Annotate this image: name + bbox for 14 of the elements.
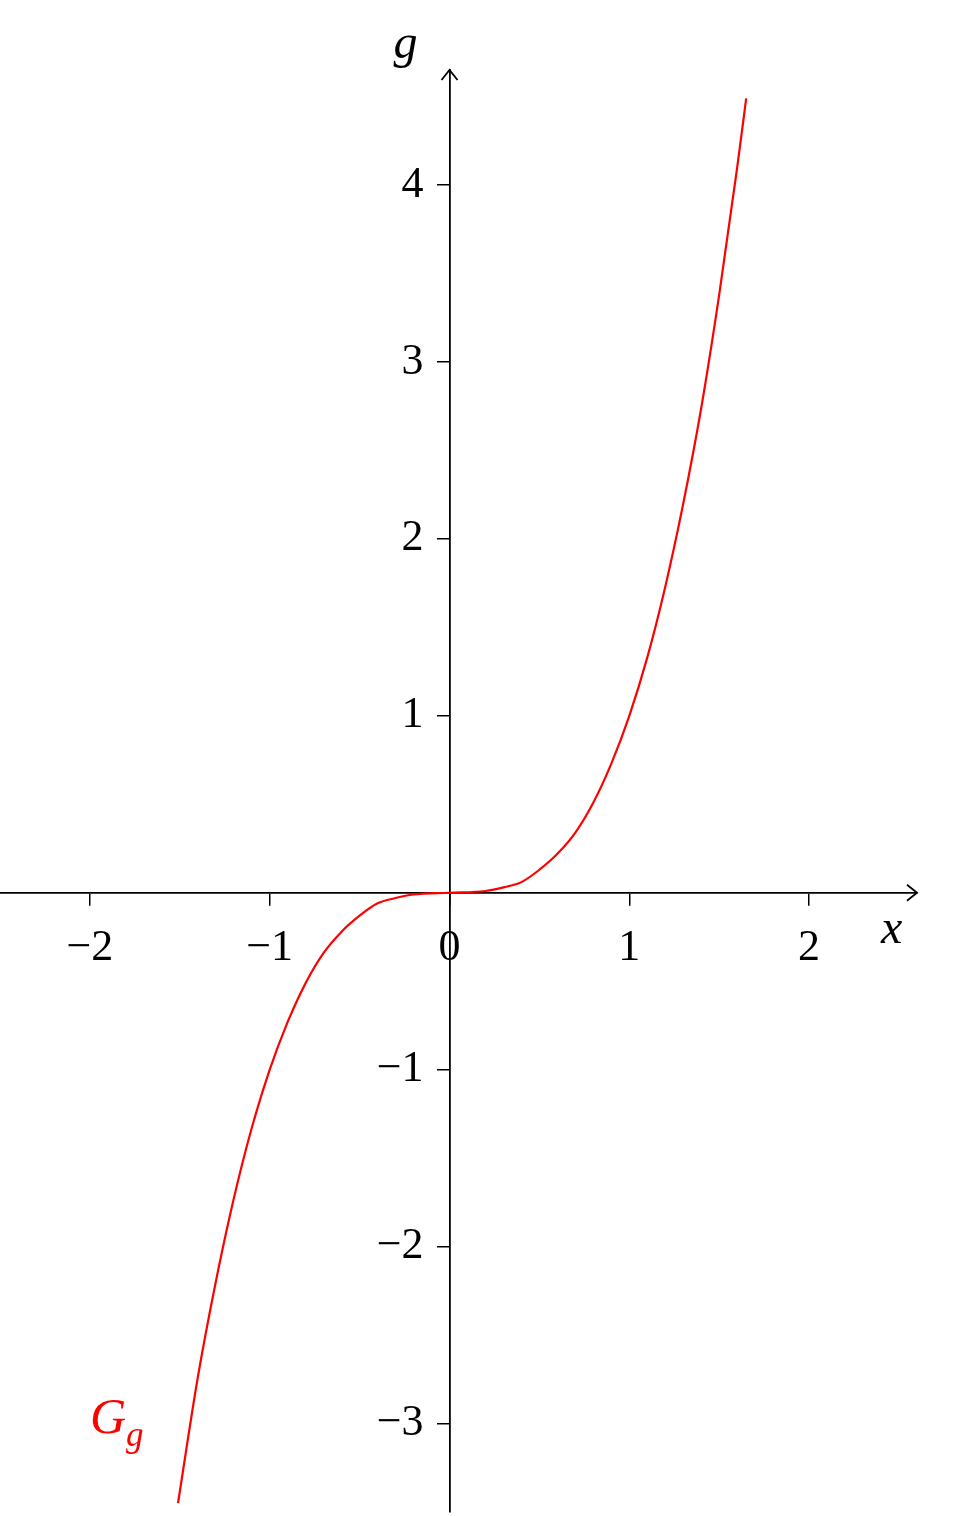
y-tick-label: 1 bbox=[401, 688, 424, 738]
line-series bbox=[176, 97, 748, 1505]
x-tick-label: −2 bbox=[66, 921, 114, 971]
y-tick-label: 2 bbox=[401, 511, 424, 561]
x-axis-title: x bbox=[880, 899, 903, 953]
x-tick-label: −1 bbox=[246, 921, 294, 971]
x-tick-label: 1 bbox=[618, 921, 641, 971]
y-axis-title: g bbox=[393, 15, 418, 68]
y-tick-label: 3 bbox=[401, 334, 424, 384]
y-tick-label: −2 bbox=[376, 1219, 424, 1269]
y-tick-label: 4 bbox=[401, 157, 424, 207]
y-tick-label: −1 bbox=[376, 1042, 424, 1092]
y-tick-label: −3 bbox=[376, 1396, 424, 1446]
x-tick-label: 2 bbox=[798, 921, 821, 971]
